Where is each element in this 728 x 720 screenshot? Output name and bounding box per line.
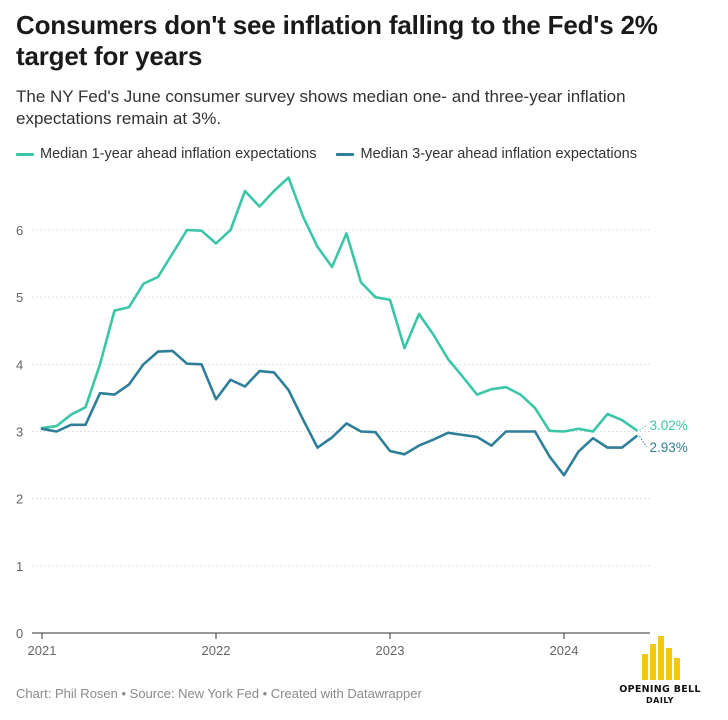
line-chart: 0 1 2 3 4 5 6 2021 2022 2023 2024 3.02% 2.93% [16, 176, 688, 658]
x-tick-label: 2021 [28, 643, 57, 658]
y-tick-label: 5 [16, 290, 23, 305]
logo-text-line1: OPENING BELL [619, 684, 701, 695]
y-tick-label: 4 [16, 357, 23, 372]
chart-legend: Median 1-year ahead inflation expectatio… [16, 144, 657, 164]
logo-bars-icon [642, 636, 682, 680]
series-line-1yr [40, 176, 638, 433]
end-label-1yr: 3.02% [650, 418, 688, 433]
chart-title: Consumers don't see inflation falling to… [16, 10, 658, 71]
x-tick-label: 2024 [550, 643, 579, 658]
series-line-3yr [40, 349, 638, 477]
end-label-3yr: 2.93% [650, 440, 688, 455]
logo-text-line2: DAILY [646, 696, 674, 705]
legend-item-1yr: Median 1-year ahead inflation expectatio… [16, 146, 316, 162]
legend-label-1yr: Median 1-year ahead inflation expectatio… [40, 146, 317, 162]
chart-subtitle: The NY Fed's June consumer survey shows … [16, 87, 626, 128]
opening-bell-logo: OPENING BELL DAILY [612, 636, 708, 710]
x-tick-label: 2022 [202, 643, 231, 658]
legend-swatch-1yr [16, 152, 34, 156]
legend-item-3yr: Median 3-year ahead inflation expectatio… [336, 146, 637, 162]
y-tick-label: 2 [16, 492, 23, 507]
y-tick-label: 0 [16, 626, 23, 641]
chart-credit: Chart: Phil Rosen • Source: New York Fed… [16, 686, 422, 701]
legend-swatch-3yr [336, 152, 355, 156]
x-tick-label: 2023 [376, 643, 405, 658]
legend-label-3yr: Median 3-year ahead inflation expectatio… [360, 146, 637, 162]
end-label-connector [639, 435, 647, 448]
end-label-connector [639, 424, 647, 431]
y-tick-label: 1 [16, 559, 23, 574]
y-tick-label: 3 [16, 425, 23, 440]
y-tick-label: 6 [16, 223, 23, 238]
